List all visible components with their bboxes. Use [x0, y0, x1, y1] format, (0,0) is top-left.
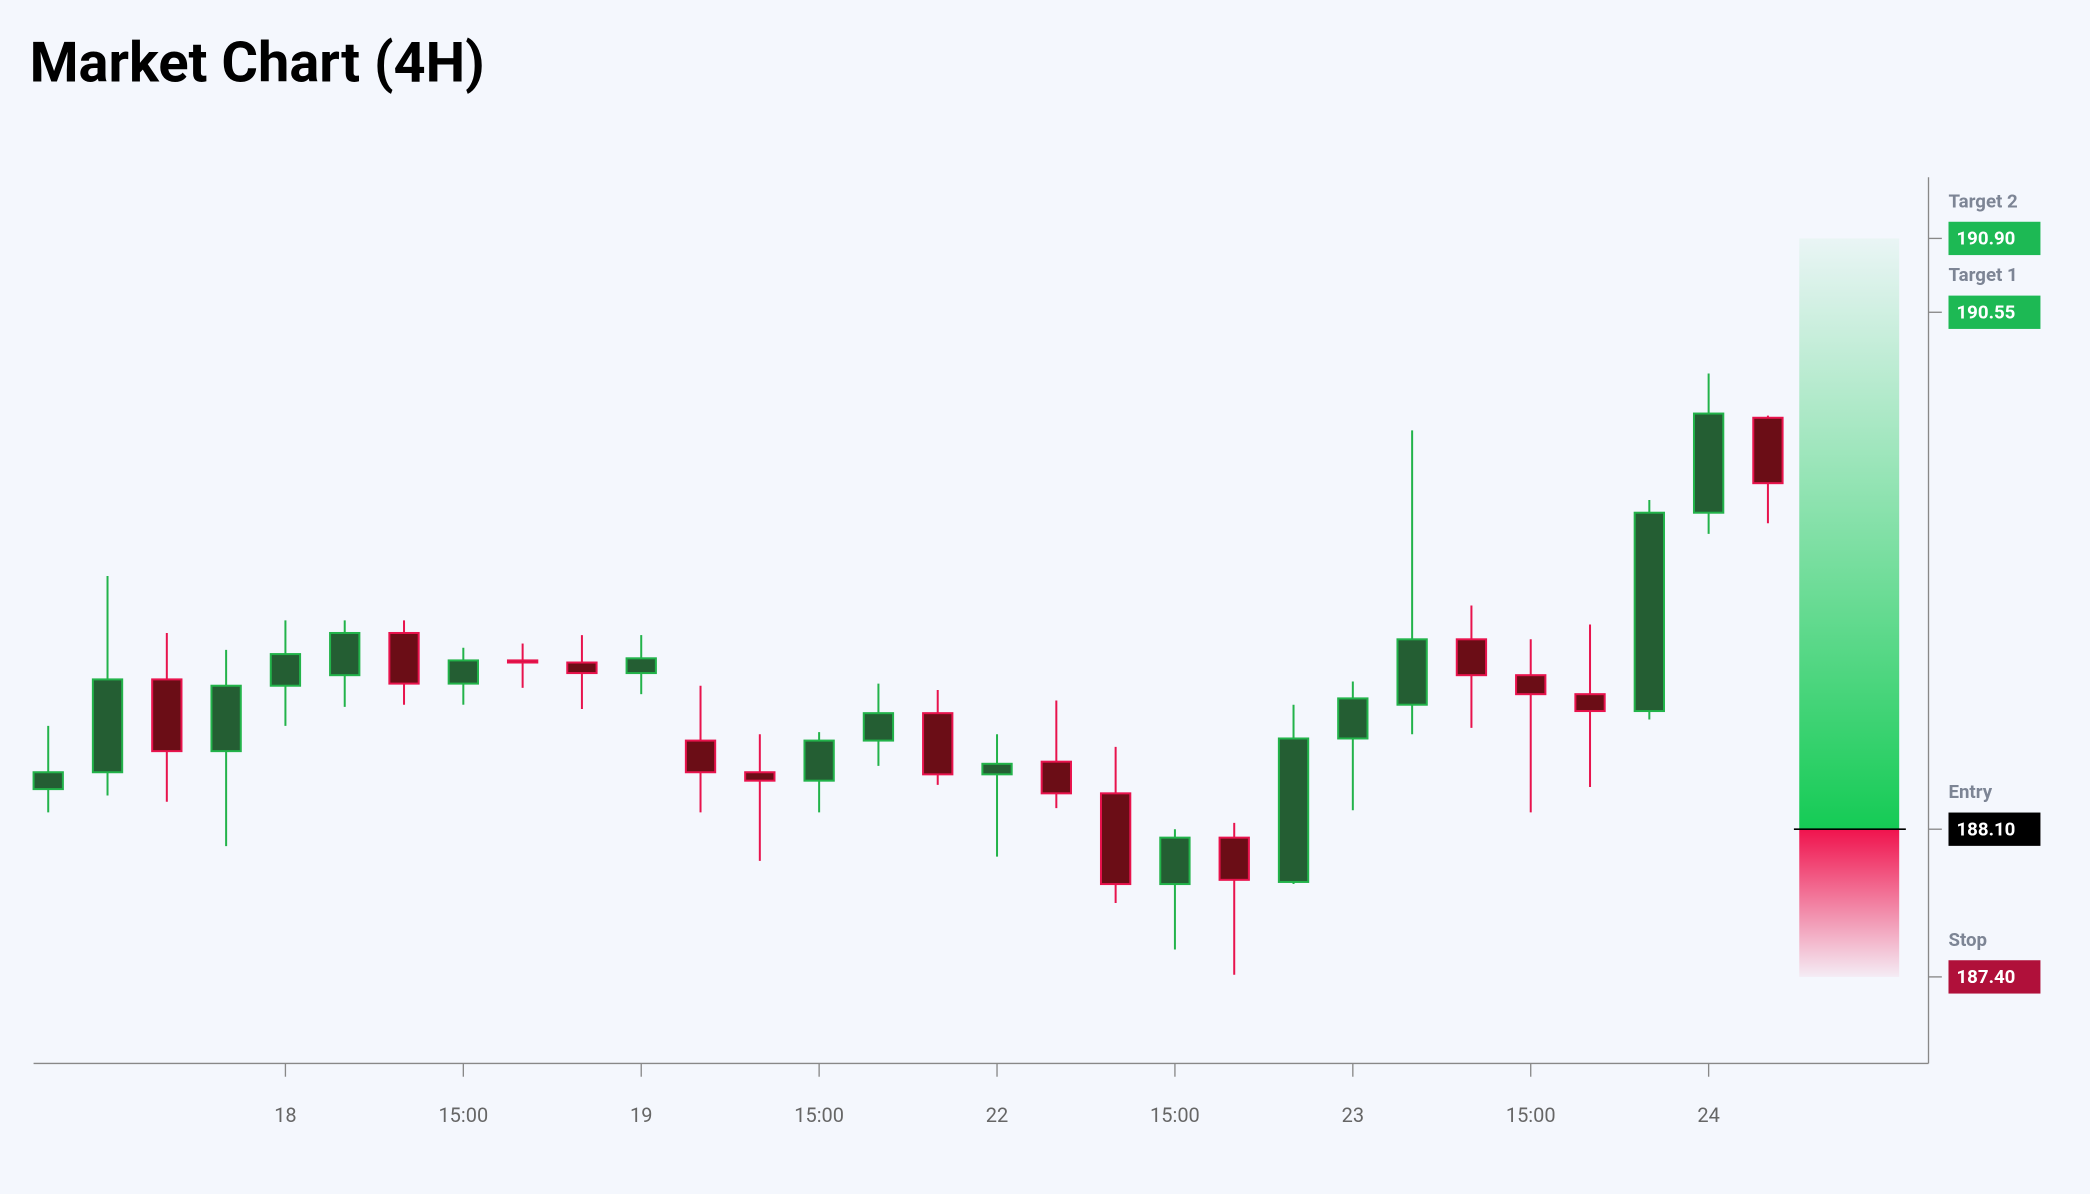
- x-tick-label: 19: [630, 1103, 652, 1127]
- candle-body: [506, 659, 539, 664]
- candle-body: [388, 631, 420, 685]
- candle-body: [566, 661, 598, 675]
- candle-body: [744, 771, 776, 782]
- candle-body: [862, 712, 895, 742]
- level-name: Entry: [1948, 781, 1992, 803]
- level-name: Stop: [1948, 929, 1987, 951]
- candle-body: [922, 712, 954, 776]
- candle-body: [1277, 737, 1310, 883]
- candle-body: [269, 653, 302, 687]
- level-value: 190.90: [1956, 228, 2015, 250]
- candle-body: [981, 762, 1013, 776]
- level-box: [1948, 960, 2041, 994]
- level-value: 188.10: [1956, 818, 2015, 840]
- candle-body: [1455, 638, 1488, 677]
- candle-body: [1099, 792, 1132, 886]
- candle-body: [1218, 836, 1250, 881]
- candle-body: [1752, 416, 1784, 485]
- candle-body: [1692, 412, 1725, 514]
- candle-body: [1515, 674, 1547, 696]
- candle-body: [625, 657, 657, 675]
- candle-body: [1396, 638, 1428, 706]
- level-value: 187.40: [1956, 966, 2015, 988]
- risk-zone: [1799, 829, 1900, 977]
- level-value: 190.55: [1956, 302, 2015, 324]
- x-tick-label: 22: [986, 1103, 1008, 1127]
- chart-title: Market Chart (4H): [30, 29, 485, 95]
- candle-body: [151, 678, 183, 753]
- x-tick-label: 18: [274, 1103, 296, 1127]
- candle-body: [684, 739, 717, 774]
- candle-body: [1159, 836, 1191, 886]
- candle-body: [1633, 511, 1665, 713]
- x-tick-label: 15:00: [438, 1103, 488, 1127]
- reward-zone: [1799, 238, 1900, 830]
- level-name: Target 1: [1948, 264, 2017, 286]
- x-tick-label: 15:00: [1506, 1103, 1556, 1127]
- x-tick-label: 15:00: [794, 1103, 844, 1127]
- candle-body: [329, 631, 361, 677]
- level-box: [1948, 295, 2041, 329]
- candle-body: [447, 659, 479, 685]
- level-box: [1948, 812, 2041, 846]
- level-box: [1948, 221, 2041, 256]
- candle-body: [210, 684, 242, 753]
- x-tick-label: 24: [1697, 1103, 1719, 1127]
- candle-body: [803, 739, 835, 782]
- candle-body: [91, 678, 124, 774]
- candle-body: [1574, 693, 1606, 713]
- candle-body: [1337, 697, 1369, 740]
- candle-body: [1040, 760, 1072, 795]
- x-tick-label: 23: [1342, 1103, 1364, 1127]
- candle-body: [32, 771, 64, 791]
- level-name: Target 2: [1948, 190, 2017, 212]
- x-tick-label: 15:00: [1150, 1103, 1200, 1127]
